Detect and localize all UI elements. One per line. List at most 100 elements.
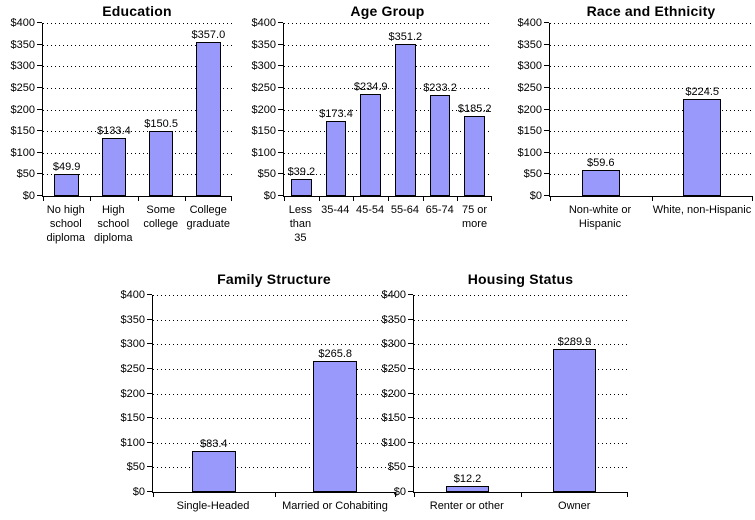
gridline	[43, 131, 232, 133]
bar: $233.2	[423, 82, 457, 196]
y-tick-label: $0	[529, 190, 542, 202]
y-tick-mark	[147, 318, 152, 320]
y-tick-label: $150	[381, 412, 406, 425]
y-tick-mark	[37, 151, 42, 153]
x-tick-mark	[90, 197, 92, 201]
category-slot: $185.2	[457, 23, 492, 196]
chart-title: Race and Ethnicity	[586, 3, 716, 19]
bar-value-label: $357.0	[191, 28, 226, 41]
y-tick-label: $300	[517, 60, 542, 73]
bar: $39.2	[288, 166, 315, 196]
plot-area: $83.4 $265.8	[152, 295, 396, 497]
y-tick-mark	[147, 417, 152, 419]
x-category-label: Married or Cohabiting	[282, 500, 388, 512]
x-tick-mark	[457, 197, 459, 201]
chart-title: Education	[102, 3, 172, 19]
bar: $173.4	[319, 108, 353, 196]
y-tick-label: $350	[120, 313, 145, 326]
bar: $265.8	[313, 348, 358, 492]
category-slot: $351.2	[388, 23, 423, 196]
x-axis-labels: Non-white or Hispanic White, non-Hispanic	[549, 197, 753, 231]
chart-housing-status: Housing Status $0 $50 $100 $150 $200 $250 $300…	[378, 265, 628, 513]
top-row: Education $0 $50 $100 $150 $200 $250 $300 $350 $…	[0, 0, 755, 245]
gridline	[414, 442, 628, 444]
category-slot: $59.6	[550, 23, 652, 196]
bar: $351.2	[389, 31, 422, 196]
bar: $357.0	[192, 29, 225, 196]
y-axis: $0 $50 $100 $150 $200 $250 $300 $350 $400	[378, 289, 413, 498]
category-slot: $12.2	[414, 295, 521, 492]
gridline	[153, 295, 396, 296]
category-slot: $233.2	[423, 23, 458, 196]
category-slot: $83.4	[153, 295, 275, 492]
category-slot: $224.5	[652, 23, 754, 196]
x-tick-mark	[521, 493, 522, 497]
x-tick-mark	[414, 493, 415, 497]
bar-value-label: $185.2	[457, 102, 492, 115]
category-slot: $133.4	[90, 23, 137, 196]
bar: $234.9	[354, 81, 388, 196]
y-axis: $0 $50 $100 $150 $200 $250 $300 $350 $400	[238, 17, 283, 202]
gridline	[414, 344, 628, 346]
plot-area: $39.2 $173.4 $234.9 $351.2 $233.2 $185.2	[283, 23, 492, 201]
y-tick-mark	[37, 22, 42, 23]
x-axis-labels: Renter or other Owner	[413, 493, 628, 513]
x-tick-mark	[153, 493, 154, 497]
gridline	[284, 131, 492, 133]
y-tick-label: $250	[10, 81, 35, 94]
bar: $224.5	[683, 86, 722, 196]
y-tick-label: $400	[517, 17, 542, 29]
gridline	[43, 87, 232, 89]
y-tick-label: $200	[381, 387, 406, 400]
y-tick-mark	[37, 108, 42, 110]
y-tick-label: $250	[517, 81, 542, 94]
gridline	[284, 109, 492, 111]
y-tick-mark	[37, 195, 42, 196]
chart-education: Education $0 $50 $100 $150 $200 $250 $300 $350 $…	[0, 0, 238, 245]
y-tick-label: $200	[120, 387, 145, 400]
chart-title: Housing Status	[467, 271, 574, 287]
x-tick-mark	[388, 197, 389, 201]
bar: $150.5	[144, 118, 178, 196]
category-slot: $289.9	[521, 295, 628, 492]
gridline	[153, 393, 396, 395]
y-tick-mark	[408, 491, 413, 492]
x-category-label: 35-44	[321, 204, 350, 216]
y-tick-mark	[37, 65, 42, 67]
x-category-label: Less than 35	[288, 204, 313, 244]
bar-value-label: $49.9	[52, 161, 81, 174]
y-tick-label: $0	[393, 486, 406, 498]
bar-value-label: $265.8	[318, 348, 353, 361]
y-tick-mark	[278, 130, 283, 132]
y-tick-label: $300	[381, 338, 406, 351]
x-axis-labels: No high school diploma High school diploma Som…	[42, 197, 232, 245]
y-tick-mark	[278, 151, 283, 153]
x-tick-mark	[422, 197, 424, 201]
bottom-row: Family Structure $0 $50 $100 $150 $200 $250 $3…	[0, 265, 755, 513]
x-axis-labels: Less than 35 35-44 45-54 55-64 65-74 75 or more	[283, 197, 492, 245]
y-tick-mark	[408, 417, 413, 419]
bar-value-label: $12.2	[453, 473, 482, 485]
gridline	[153, 467, 396, 469]
x-tick-mark	[752, 197, 753, 201]
x-tick-mark	[43, 197, 44, 201]
x-tick-mark	[318, 197, 320, 201]
bar-value-label: $39.2	[287, 166, 316, 179]
x-tick-mark	[491, 197, 492, 201]
y-tick-label: $100	[120, 436, 145, 449]
y-tick-label: $300	[251, 60, 276, 73]
y-tick-mark	[147, 491, 152, 492]
y-tick-mark	[544, 65, 549, 67]
plot-area: $49.9 $133.4 $150.5 $357.0	[42, 23, 232, 201]
plot-area: $59.6 $224.5	[549, 23, 754, 201]
gridline	[43, 109, 232, 111]
y-tick-mark	[37, 173, 42, 175]
plot-area: $12.2 $289.9	[413, 295, 628, 497]
bar-value-label: $150.5	[144, 117, 178, 130]
y-tick-mark	[278, 195, 283, 196]
chart-title: Age Group	[350, 3, 425, 19]
y-tick-mark	[147, 294, 152, 295]
x-tick-mark	[284, 197, 285, 201]
y-tick-label: $50	[126, 461, 145, 474]
category-slot: $150.5	[138, 23, 185, 196]
